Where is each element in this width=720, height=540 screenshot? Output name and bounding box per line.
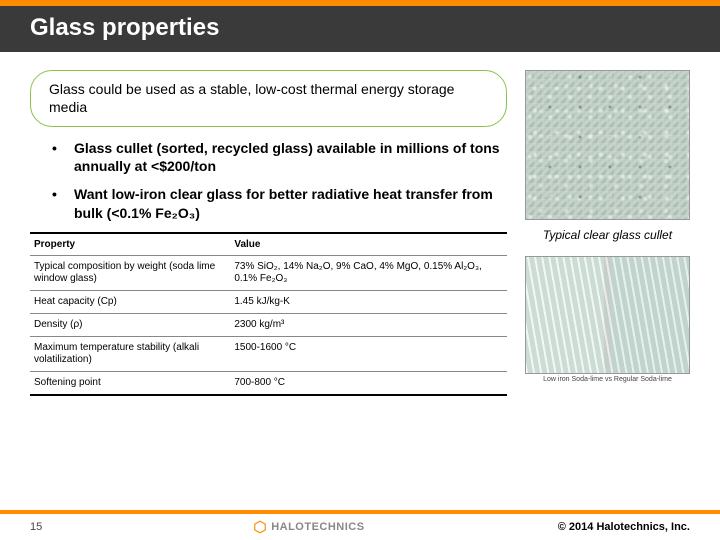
right-column: Typical clear glass cullet Low iron Soda…	[525, 70, 690, 396]
table-header-value: Value	[230, 233, 507, 256]
hex-icon	[253, 520, 267, 534]
page-number: 15	[30, 521, 60, 533]
bullet-item: Glass cullet (sorted, recycled glass) av…	[52, 139, 507, 175]
logo-text: HALOTECHNICS	[271, 521, 364, 533]
table-row: Softening point700-800 °C	[30, 371, 507, 395]
slide-footer: 15 HALOTECHNICS © 2014 Halotechnics, Inc…	[0, 510, 720, 540]
callout-box: Glass could be used as a stable, low-cos…	[30, 70, 507, 127]
cullet-image	[525, 70, 690, 220]
table-header-property: Property	[30, 233, 230, 256]
cullet-caption: Typical clear glass cullet	[525, 228, 690, 242]
table-body: Typical composition by weight (soda lime…	[30, 255, 507, 395]
company-logo: HALOTECHNICS	[253, 520, 364, 534]
bullet-item: Want low-iron clear glass for better rad…	[52, 185, 507, 221]
glass-comparison-image	[525, 256, 690, 374]
callout-text: Glass could be used as a stable, low-cos…	[49, 81, 454, 115]
content-area: Glass could be used as a stable, low-cos…	[0, 52, 720, 396]
bullet-list: Glass cullet (sorted, recycled glass) av…	[52, 139, 507, 222]
table-row: Maximum temperature stability (alkali vo…	[30, 336, 507, 371]
comparison-label: Low iron Soda-lime vs Regular Soda-lime	[525, 376, 690, 383]
table-row: Heat capacity (Cp)1.45 kJ/kg-K	[30, 290, 507, 313]
table-row: Typical composition by weight (soda lime…	[30, 255, 507, 290]
copyright-text: © 2014 Halotechnics, Inc.	[558, 521, 690, 533]
slide-title: Glass properties	[30, 14, 690, 42]
table-row: Density (ρ)2300 kg/m³	[30, 313, 507, 336]
slide-header: Glass properties	[0, 6, 720, 52]
left-column: Glass could be used as a stable, low-cos…	[30, 70, 507, 396]
properties-table: Property Value Typical composition by we…	[30, 232, 507, 396]
